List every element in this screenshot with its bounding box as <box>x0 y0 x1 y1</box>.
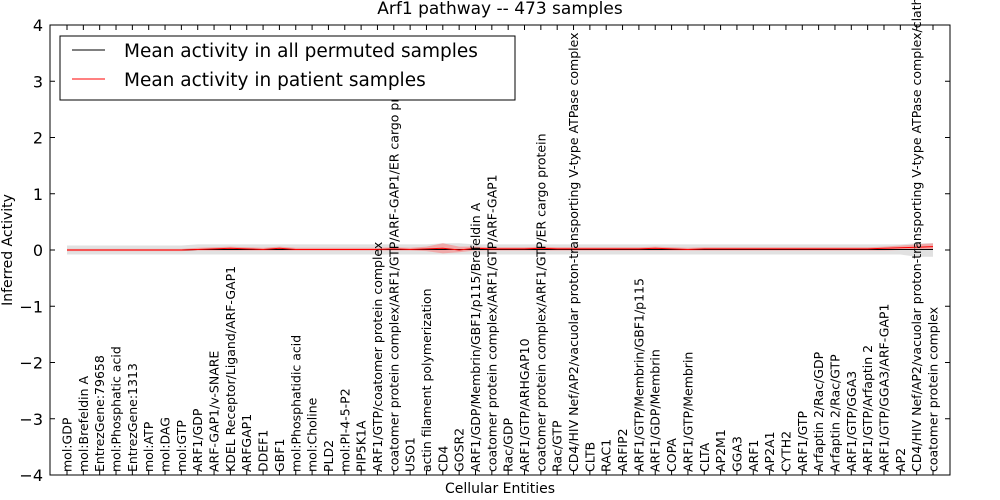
legend-label-permuted: Mean activity in all permuted samples <box>124 41 478 62</box>
x-tick-label-15: mol:Choline <box>305 397 320 472</box>
x-axis-label: Cellular Entities <box>445 481 555 497</box>
x-tick-label-36: ARF1/GDP/Membrin <box>648 349 663 472</box>
x-tick-label-22: actin filament polymerization <box>419 288 434 472</box>
x-tick-label-42: ARF1 <box>746 440 761 472</box>
x-tick-label-49: ARF1/GTP/Arfaptin 2 <box>860 345 875 472</box>
y-tick-label-4: 0 <box>33 241 43 260</box>
legend-label-patient: Mean activity in patient samples <box>124 70 426 91</box>
y-tick-label-1: −3 <box>19 410 43 429</box>
x-tick-label-19: ARF1/GTP/coatomer protein complex <box>370 242 385 472</box>
x-tick-label-2: EntrezGene:79658 <box>92 355 107 472</box>
x-tick-label-3: mol:Phosphatic acid <box>109 346 124 472</box>
legend-box <box>59 35 516 101</box>
y-tick-label-7: 3 <box>33 72 43 91</box>
x-tick-label-1: mol:Brefeldin A <box>76 375 91 472</box>
y-tick-label-6: 2 <box>33 129 43 148</box>
x-tick-label-13: GBF1 <box>272 439 287 472</box>
x-tick-label-34: ARFIP2 <box>615 428 630 472</box>
x-tick-label-21: USO1 <box>403 437 418 472</box>
x-tick-label-26: coatomer protein complex/ARF1/GTP/ARF-GA… <box>484 174 499 472</box>
x-tick-labels: mol:GDP mol:Brefeldin A EntrezGene:79658 mo… <box>60 0 941 472</box>
x-tick-label-25: ARF1/GDP/Membrin/GBF1/p115/Brefeldin A <box>468 202 483 472</box>
x-tick-label-20: coatomer protein complex/ARF1/GTP/ARF-GA… <box>386 66 401 472</box>
x-tick-label-8: ARF1/GDP <box>190 408 205 472</box>
x-tick-label-31: CD4/HIV Nef/AP2/vacuolar proton-transpor… <box>566 33 581 473</box>
x-tick-label-51: AP2 <box>893 448 908 472</box>
x-tick-label-5: mol:ATP <box>141 421 156 472</box>
line-series-1 <box>67 246 934 251</box>
x-tick-label-45: ARF1/GTP <box>795 411 810 472</box>
x-axis <box>66 25 934 475</box>
x-tick-label-7: mol:GTP <box>174 420 189 472</box>
x-tick-label-43: AP2A1 <box>762 431 777 472</box>
x-tick-label-38: ARF1/GTP/Membrin <box>680 352 695 472</box>
x-tick-label-14: mol:Phosphatidic acid <box>288 335 303 472</box>
y-tick-label-0: −4 <box>19 466 43 485</box>
y-tick-label-5: 1 <box>33 185 43 204</box>
x-tick-label-16: PLD2 <box>321 440 336 472</box>
y-axis-label: Inferred Activity <box>0 194 16 306</box>
legend: Mean activity in all permuted samples Me… <box>59 35 516 101</box>
x-tick-label-46: Arfaptin 2/Rac/GDP <box>811 351 826 472</box>
x-tick-label-28: ARF1/GTP/ARHGAP10 <box>517 338 532 472</box>
x-tick-label-41: GGA3 <box>729 436 744 472</box>
x-tick-label-33: RAC1 <box>599 439 614 472</box>
x-tick-label-47: Arfaptin 2/Rac/GTP <box>827 354 842 472</box>
x-tick-label-11: ARFGAP1 <box>239 414 254 472</box>
x-tick-label-30: Rac/GTP <box>550 420 565 472</box>
x-tick-label-17: mol:PI-4-5-P2 <box>337 388 352 472</box>
band-series-0 <box>67 243 933 257</box>
x-tick-label-27: Rac/GDP <box>501 418 516 472</box>
series-lines <box>67 246 934 251</box>
x-tick-label-39: CLTA <box>697 442 712 472</box>
x-tick-label-18: PIP5K1A <box>354 420 369 472</box>
x-tick-label-6: mol:DAG <box>158 417 173 472</box>
x-tick-label-10: KDEL Receptor/Ligand/ARF-GAP1 <box>223 266 238 472</box>
x-tick-label-9: ARF-GAP1/v-SNARE <box>207 351 222 472</box>
y-tick-label-2: −2 <box>19 354 43 373</box>
x-tick-label-53: coatomer protein complex <box>926 307 941 472</box>
x-tick-label-23: CD4 <box>435 446 450 472</box>
chart-title: Arf1 pathway -- 473 samples <box>377 0 623 19</box>
y-tick-label-8: 4 <box>33 16 43 35</box>
x-tick-label-12: DDEF1 <box>256 430 271 472</box>
x-tick-label-44: CYTH2 <box>778 431 793 472</box>
x-tick-label-24: GOSR2 <box>452 428 467 472</box>
x-tick-label-52: CD4/HIV Nef/AP2/vacuolar proton-transpor… <box>909 0 924 472</box>
y-tick-label-3: −1 <box>19 297 43 316</box>
x-tick-label-48: ARF1/GTP/GGA3 <box>844 371 859 472</box>
x-tick-label-50: ARF1/GTP/GGA3/ARF-GAP1 <box>876 304 891 472</box>
x-tick-label-4: EntrezGene:1313 <box>125 363 140 472</box>
x-tick-label-32: CLTB <box>582 442 597 472</box>
x-tick-label-40: AP2M1 <box>713 429 728 472</box>
y-axis: −4 −3 −2 −1 0 1 2 3 4 <box>19 16 950 485</box>
x-tick-label-0: mol:GDP <box>60 417 75 472</box>
band-series-1 <box>67 243 933 254</box>
x-tick-label-35: ARF1/GTP/Membrin/GBF1/p115 <box>631 278 646 472</box>
confidence-bands <box>67 243 933 257</box>
x-tick-label-37: COPA <box>664 438 679 472</box>
x-tick-label-29: coatomer protein complex/ARF1/GTP/ER car… <box>533 133 548 472</box>
